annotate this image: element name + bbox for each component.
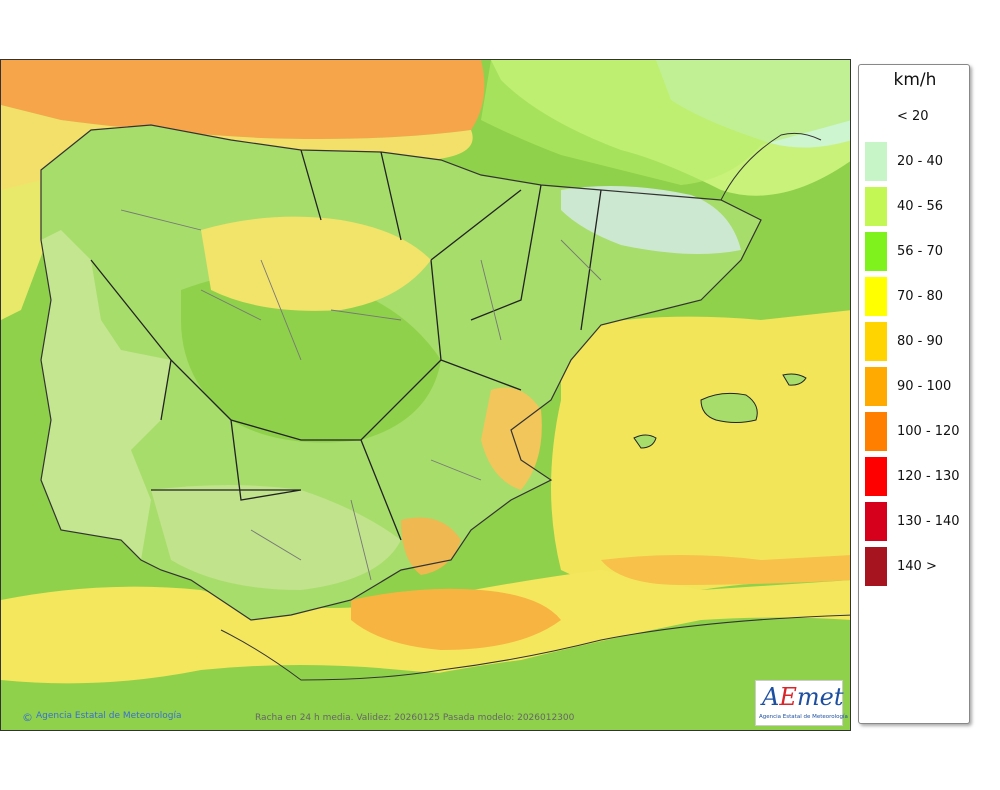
copyright-icon: © — [22, 711, 33, 724]
menorca — [782, 373, 807, 386]
logo-wordmark: AEmet — [762, 683, 843, 711]
ibiza — [633, 434, 657, 449]
legend: km/h < 20 20 - 40 40 - 56 56 - 70 70 - 80 80 … — [858, 64, 970, 724]
africa-land — [182, 617, 850, 730]
atlantic-yellow-zone — [1, 180, 51, 320]
aemet-logo: AEmet Agencia Estatal de Meteorología — [755, 680, 848, 726]
province-borders — [120, 209, 602, 581]
legend-label: 90 - 100 — [897, 379, 952, 394]
logo-letter-a: A — [762, 683, 780, 711]
legend-label: 80 - 90 — [897, 334, 944, 349]
legend-swatch — [865, 322, 887, 361]
legend-label: 20 - 40 — [897, 154, 944, 169]
region-borders — [90, 149, 602, 541]
legend-label: 130 - 140 — [897, 514, 960, 529]
legend-item: 90 - 100 — [865, 367, 969, 407]
legend-label: 100 - 120 — [897, 424, 960, 439]
africa-coast — [220, 614, 850, 681]
portugal-land — [41, 230, 171, 560]
castile-yellow — [201, 216, 431, 311]
biscay-orange-zone — [1, 60, 485, 139]
validity-text: Racha en 24 h media. Validez: 20260125 P… — [255, 713, 575, 723]
legend-label: 120 - 130 — [897, 469, 960, 484]
legend-item: 56 - 70 — [865, 232, 969, 272]
legend-swatch — [865, 142, 887, 181]
central-green — [181, 272, 441, 443]
legend-swatch — [865, 97, 887, 136]
andalusia-pale — [151, 485, 401, 590]
legend-item: 20 - 40 — [865, 142, 969, 182]
mediterranean-orange — [601, 555, 850, 585]
france-land — [481, 60, 850, 185]
mallorca — [700, 392, 758, 423]
map-canvas — [1, 60, 850, 730]
pyrenees-pale — [561, 186, 741, 254]
logo-letter-e: E — [779, 683, 797, 711]
legend-title: km/h — [893, 70, 937, 90]
legend-swatch — [865, 457, 887, 496]
legend-swatch — [865, 187, 887, 226]
legend-item: 140 > — [865, 547, 969, 587]
legend-label: 40 - 56 — [897, 199, 944, 214]
legend-swatch — [865, 502, 887, 541]
legend-swatch — [865, 412, 887, 451]
legend-label: < 20 — [897, 109, 929, 124]
legend-label: 70 - 80 — [897, 289, 944, 304]
france-coast — [720, 132, 822, 201]
legend-item: 80 - 90 — [865, 322, 969, 362]
legend-swatch — [865, 232, 887, 271]
legend-item: 70 - 80 — [865, 277, 969, 317]
legend-item: 120 - 130 — [865, 457, 969, 497]
coastline — [40, 124, 762, 621]
legend-item: 40 - 56 — [865, 187, 969, 227]
wind-gust-map — [0, 59, 851, 731]
legend-swatch — [865, 547, 887, 586]
mediterranean-yellow — [551, 310, 850, 593]
legend-item: < 20 — [865, 97, 969, 137]
logo-letters-met: met — [796, 683, 844, 711]
legend-item: 130 - 140 — [865, 502, 969, 542]
legend-swatch — [865, 277, 887, 316]
credit-text: Agencia Estatal de Meteorología — [36, 711, 182, 721]
legend-label: 140 > — [897, 559, 937, 574]
legend-item: 100 - 120 — [865, 412, 969, 452]
logo-subtitle: Agencia Estatal de Meteorología — [759, 714, 848, 720]
legend-swatch — [865, 367, 887, 406]
alboran-orange — [351, 588, 561, 650]
legend-label: 56 - 70 — [897, 244, 944, 259]
